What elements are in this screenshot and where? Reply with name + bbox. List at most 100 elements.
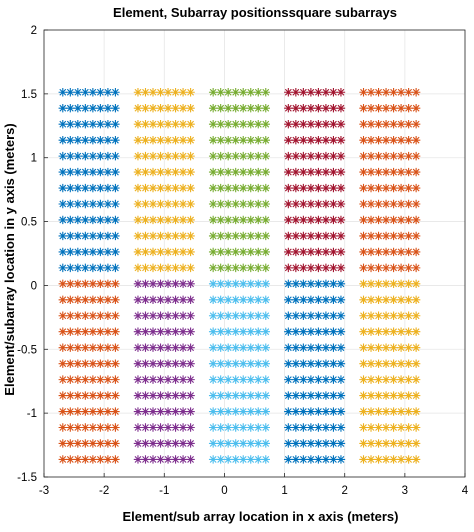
element-marker bbox=[88, 199, 98, 209]
element-marker bbox=[321, 407, 331, 416]
element-marker bbox=[381, 151, 391, 161]
element-marker bbox=[299, 279, 308, 289]
element-marker bbox=[58, 343, 67, 352]
element-marker bbox=[239, 343, 248, 352]
element-marker bbox=[223, 343, 233, 352]
element-marker bbox=[284, 183, 293, 193]
element-marker bbox=[58, 279, 67, 289]
element-marker bbox=[261, 247, 270, 257]
element-marker bbox=[246, 183, 255, 193]
element-marker bbox=[96, 247, 105, 257]
element-marker bbox=[178, 407, 188, 416]
element-marker bbox=[156, 88, 165, 97]
element-marker bbox=[156, 311, 165, 320]
element-marker bbox=[208, 391, 218, 400]
element-marker bbox=[261, 423, 270, 432]
element-marker bbox=[239, 295, 248, 304]
element-marker bbox=[246, 88, 255, 97]
element-marker bbox=[306, 423, 316, 432]
element-marker bbox=[321, 279, 331, 289]
element-marker bbox=[329, 375, 338, 384]
element-marker bbox=[299, 455, 308, 464]
element-marker bbox=[133, 183, 143, 193]
element-marker bbox=[96, 119, 105, 129]
element-marker bbox=[58, 311, 67, 320]
element-marker bbox=[88, 119, 98, 129]
element-marker bbox=[156, 104, 165, 113]
element-marker bbox=[239, 439, 248, 448]
element-marker bbox=[359, 311, 368, 320]
element-marker bbox=[231, 88, 240, 97]
element-marker bbox=[246, 295, 255, 304]
element-marker bbox=[306, 263, 316, 273]
element-marker bbox=[246, 247, 255, 257]
element-marker bbox=[141, 375, 150, 384]
element-marker bbox=[111, 135, 120, 145]
element-marker bbox=[329, 359, 338, 368]
element-marker bbox=[254, 151, 263, 161]
element-marker bbox=[178, 183, 188, 193]
element-marker bbox=[261, 311, 270, 320]
element-marker bbox=[66, 247, 75, 257]
element-marker bbox=[81, 215, 90, 225]
element-marker bbox=[231, 391, 240, 400]
element-marker bbox=[171, 263, 180, 273]
element-marker bbox=[389, 279, 398, 289]
element-marker bbox=[58, 439, 67, 448]
element-marker bbox=[163, 423, 173, 432]
element-marker bbox=[284, 199, 293, 209]
element-marker bbox=[374, 311, 383, 320]
element-marker bbox=[73, 199, 83, 209]
element-marker bbox=[321, 104, 331, 113]
element-marker bbox=[284, 455, 293, 464]
element-marker bbox=[73, 88, 83, 97]
element-marker bbox=[329, 199, 338, 209]
element-marker bbox=[284, 151, 293, 161]
element-marker bbox=[133, 119, 143, 129]
element-marker bbox=[389, 88, 398, 97]
element-marker bbox=[396, 359, 406, 368]
element-marker bbox=[366, 327, 376, 336]
element-marker bbox=[186, 167, 195, 177]
element-marker bbox=[141, 135, 150, 145]
element-marker bbox=[223, 247, 233, 257]
element-marker bbox=[88, 247, 98, 257]
element-marker bbox=[231, 343, 240, 352]
element-marker bbox=[336, 119, 346, 129]
element-marker bbox=[73, 151, 83, 161]
element-marker bbox=[314, 295, 323, 304]
element-marker bbox=[306, 311, 316, 320]
element-marker bbox=[66, 135, 75, 145]
element-marker bbox=[284, 407, 293, 416]
element-marker bbox=[404, 407, 413, 416]
element-marker bbox=[148, 375, 158, 384]
element-marker bbox=[148, 439, 158, 448]
element-marker bbox=[103, 359, 113, 368]
element-marker bbox=[186, 263, 195, 273]
element-marker bbox=[396, 199, 406, 209]
element-marker bbox=[88, 391, 98, 400]
element-marker bbox=[216, 327, 225, 336]
element-marker bbox=[366, 215, 376, 225]
element-marker bbox=[246, 343, 255, 352]
element-marker bbox=[96, 311, 105, 320]
element-marker bbox=[208, 88, 218, 97]
element-marker bbox=[178, 391, 188, 400]
element-marker bbox=[261, 263, 270, 273]
element-marker bbox=[411, 423, 421, 432]
element-marker bbox=[73, 439, 83, 448]
element-marker bbox=[299, 199, 308, 209]
element-marker bbox=[73, 231, 83, 241]
element-marker bbox=[404, 439, 413, 448]
element-marker bbox=[321, 199, 331, 209]
element-marker bbox=[88, 455, 98, 464]
element-marker bbox=[246, 327, 255, 336]
element-marker bbox=[366, 263, 376, 273]
element-marker bbox=[81, 343, 90, 352]
element-marker bbox=[223, 455, 233, 464]
element-marker bbox=[231, 311, 240, 320]
element-marker bbox=[411, 199, 421, 209]
element-marker bbox=[103, 439, 113, 448]
element-marker bbox=[163, 215, 173, 225]
element-marker bbox=[186, 327, 195, 336]
